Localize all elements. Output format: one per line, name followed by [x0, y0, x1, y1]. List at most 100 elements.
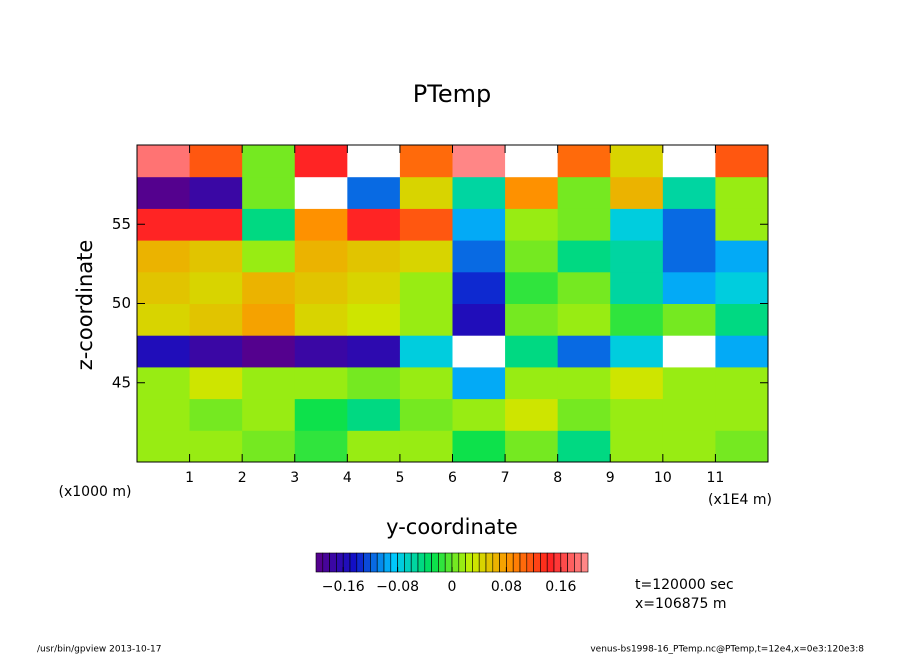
heat-cell	[557, 398, 611, 431]
heat-cell	[189, 240, 243, 273]
x-tick-label: 9	[606, 470, 615, 486]
heat-cell	[452, 208, 506, 241]
heat-cell	[662, 208, 716, 241]
heat-cell	[662, 366, 716, 400]
colorbar-box	[322, 552, 330, 573]
heat-cell	[189, 366, 243, 400]
heat-cell	[137, 398, 191, 431]
heat-cell	[662, 240, 716, 273]
x-tick-label: 6	[448, 470, 457, 486]
heat-cell	[189, 208, 243, 241]
heat-cell	[242, 430, 296, 463]
heat-cell	[662, 398, 716, 431]
heat-cell	[399, 430, 453, 463]
footer: venus-bs1998-16_PTemp.nc@PTemp,t=12e4,x=…	[590, 645, 864, 654]
heat-cell	[505, 208, 559, 241]
x-tick-label: 5	[395, 470, 404, 486]
heat-cell	[610, 240, 664, 273]
heat-cell	[137, 303, 191, 336]
heat-cell	[137, 271, 191, 304]
heat-cell	[347, 430, 401, 463]
heat-cell	[715, 176, 769, 209]
heat-cell	[294, 303, 348, 336]
colorbar-tick-label: 0	[448, 579, 457, 595]
colorbar-box	[349, 552, 358, 573]
colorbar-box	[390, 552, 398, 573]
x-unit: (x1E4 m)	[708, 492, 772, 508]
heat-cell	[557, 208, 611, 241]
colorbar-box	[492, 552, 500, 573]
heat-cell	[242, 176, 296, 209]
x-tick-label: 7	[501, 470, 510, 486]
heat-cell	[242, 398, 296, 431]
heat-cell	[137, 145, 191, 178]
heat-cell	[505, 145, 559, 178]
colorbar-box	[329, 552, 337, 573]
heat-cell	[715, 271, 769, 304]
heat-cell	[557, 366, 611, 400]
heat-cell	[399, 145, 453, 178]
heat-cell	[347, 208, 401, 241]
heat-cell	[557, 303, 611, 336]
heat-cell	[399, 208, 453, 241]
heat-cell	[189, 271, 243, 304]
heat-cell	[189, 398, 243, 431]
colorbar-box	[512, 552, 521, 573]
colorbar-box	[533, 552, 541, 573]
heat-cell	[189, 430, 243, 463]
heat-cell	[715, 430, 769, 463]
x-tick-label: 8	[553, 470, 562, 486]
heat-cell	[294, 335, 348, 368]
heat-cell	[294, 366, 348, 400]
colorbar-box	[397, 552, 405, 573]
colorbar-tick-label: −0.16	[322, 579, 365, 595]
heat-cell	[452, 366, 506, 400]
heat-cell	[137, 430, 191, 463]
colorbar-box	[356, 552, 364, 573]
heat-cell	[242, 240, 296, 273]
heat-cell	[242, 303, 296, 336]
heat-cell	[399, 176, 453, 209]
colorbar-box	[567, 552, 575, 573]
heat-cell	[399, 335, 453, 368]
heat-cell	[242, 145, 296, 178]
heat-cell	[662, 303, 716, 336]
heat-cell	[189, 303, 243, 336]
heat-cell	[294, 208, 348, 241]
colorbar-box	[336, 552, 344, 573]
colorbar-box	[370, 552, 378, 573]
heat-cell	[715, 366, 769, 400]
heat-cell	[610, 271, 664, 304]
heat-cell	[242, 335, 296, 368]
colorbar-box	[478, 552, 487, 573]
heat-cell	[347, 176, 401, 209]
heat-cell	[294, 145, 348, 178]
heat-cell	[505, 271, 559, 304]
footer: /usr/bin/gpview 2013-10-17	[37, 645, 161, 654]
colorbar-box	[499, 552, 507, 573]
heat-cell	[662, 271, 716, 304]
heat-cell	[610, 430, 664, 463]
colorbar-box	[424, 552, 432, 573]
heat-cell	[347, 335, 401, 368]
heat-cell	[347, 303, 401, 336]
heat-cell	[347, 271, 401, 304]
heat-cell	[715, 398, 769, 431]
heat-cell	[242, 366, 296, 400]
heat-cell	[557, 145, 611, 178]
colorbar-tick-label: 0.08	[491, 579, 522, 595]
y-tick-label: 50	[112, 294, 131, 312]
heat-cell	[452, 145, 506, 178]
colorbar-tick-label: 0.16	[545, 579, 576, 595]
heat-cell	[399, 240, 453, 273]
heat-cell	[399, 366, 453, 400]
heat-cell	[294, 271, 348, 304]
y-tick-label: 45	[112, 373, 131, 391]
heat-cell	[505, 430, 559, 463]
colorbar-box	[526, 552, 534, 573]
heat-cell	[294, 398, 348, 431]
colorbar-box	[404, 552, 412, 573]
heat-cell	[399, 398, 453, 431]
colorbar-box	[540, 552, 548, 573]
